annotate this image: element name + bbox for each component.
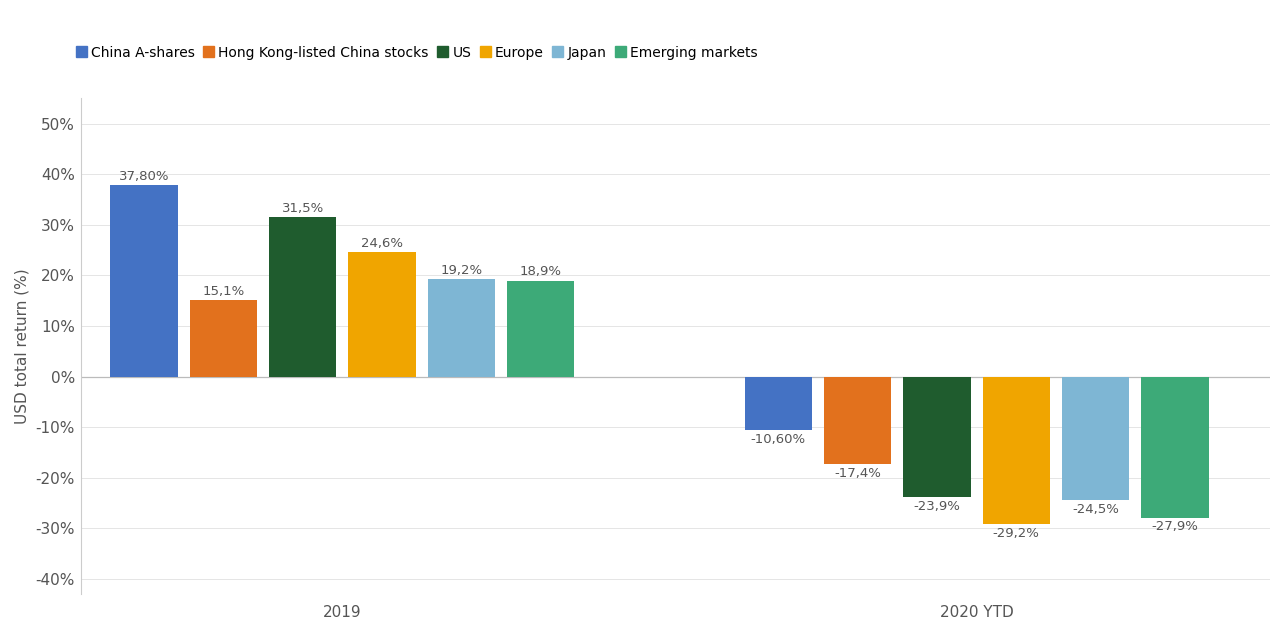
Bar [983,377,1050,524]
Bar [506,281,574,377]
Bar [903,377,970,497]
Text: -23,9%: -23,9% [914,500,960,513]
Legend: China A-shares, Hong Kong-listed China stocks, US, Europe, Japan, Emerging marke: China A-shares, Hong Kong-listed China s… [76,46,757,60]
Bar [111,185,177,377]
Text: 19,2%: 19,2% [441,264,482,277]
Text: 15,1%: 15,1% [202,284,244,298]
Text: -24,5%: -24,5% [1072,503,1119,516]
Text: 31,5%: 31,5% [281,202,324,215]
Bar [428,279,495,377]
Text: -17,4%: -17,4% [834,467,882,480]
Bar [745,377,812,430]
Text: -10,60%: -10,60% [750,432,806,446]
Text: 18,9%: 18,9% [519,265,562,278]
Text: -29,2%: -29,2% [993,526,1040,540]
Y-axis label: USD total return (%): USD total return (%) [15,269,30,424]
Text: 37,80%: 37,80% [118,170,170,183]
Bar [1061,377,1130,500]
Bar [269,217,337,377]
Bar [824,377,892,464]
Bar [1141,377,1209,518]
Text: -27,9%: -27,9% [1151,520,1199,533]
Bar [348,252,415,377]
Bar [190,300,257,377]
Text: 24,6%: 24,6% [361,237,403,250]
